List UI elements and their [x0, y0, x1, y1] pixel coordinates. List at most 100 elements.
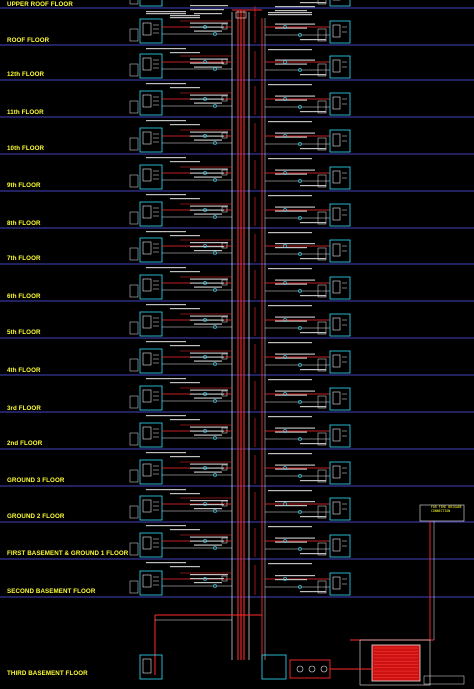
valve-cabinet: [139, 90, 163, 116]
note-text: [275, 10, 307, 12]
valve-icon: [283, 171, 287, 175]
cabinet-door: [142, 463, 152, 477]
note-text: [275, 427, 315, 429]
air-release-valve: [235, 11, 247, 19]
note-text: [275, 6, 315, 8]
note-text: [275, 23, 315, 25]
valve-icon: [298, 289, 302, 293]
note-text: [190, 352, 228, 354]
cabinet-door: [142, 205, 152, 219]
valve-icon: [203, 466, 207, 470]
note-text: [146, 120, 186, 122]
cabinet-door: [332, 59, 341, 73]
note-text: [275, 169, 315, 171]
note-text: [190, 246, 224, 248]
note-text: [170, 87, 200, 89]
note-text: [170, 52, 200, 54]
valve-icon: [298, 179, 302, 183]
note-text: [190, 540, 224, 542]
note-text: [194, 434, 222, 436]
valve-icon: [213, 288, 217, 292]
cabinet-door: [142, 426, 152, 440]
hose-reel: [129, 542, 139, 556]
hose-reel: [317, 395, 327, 409]
note-text: [268, 526, 312, 528]
note-text: [170, 529, 200, 531]
pump-icon: [308, 665, 316, 673]
floor-label: 11th FLOOR: [7, 109, 44, 116]
note-text: [275, 320, 307, 322]
valve-cabinet: [139, 201, 163, 227]
valve-icon: [298, 510, 302, 514]
note-text: [275, 173, 307, 175]
cabinet-door: [142, 57, 152, 71]
note-text: [300, 222, 326, 224]
cabinet-door: [142, 536, 152, 550]
cabinet-door: [332, 243, 341, 257]
valve-icon: [203, 539, 207, 543]
hose-reel: [129, 358, 139, 372]
note-text: [190, 282, 224, 284]
valve-icon: [283, 244, 287, 248]
valve-cabinet: [329, 129, 351, 153]
note-text: [190, 172, 224, 174]
valve-cabinet: [329, 350, 351, 374]
note-text: [146, 267, 186, 269]
note-text: [275, 316, 315, 318]
valve-icon: [203, 244, 207, 248]
note-text: [275, 501, 315, 503]
note-text: [275, 136, 307, 138]
valve-icon: [298, 400, 302, 404]
hose-reel: [129, 432, 139, 446]
flow-switch: [221, 169, 228, 176]
valve-icon: [203, 355, 207, 359]
note-text: [300, 258, 326, 260]
note-text: [194, 139, 222, 141]
note-text: [268, 12, 312, 14]
valve-cabinet: [139, 532, 163, 558]
hose-reel: [129, 284, 139, 298]
flow-switch: [221, 464, 228, 471]
note-text: [275, 59, 315, 61]
valve-icon: [213, 67, 217, 71]
note-text: [170, 15, 200, 17]
water-tank: [371, 644, 421, 682]
flow-switch: [221, 427, 228, 434]
valve-cabinet: [139, 422, 163, 448]
note-text: [190, 430, 224, 432]
note-text: [300, 369, 326, 371]
jockey-pump: [261, 654, 287, 680]
valve-cabinet: [139, 237, 163, 263]
pump-icon: [320, 665, 328, 673]
valve-icon: [298, 363, 302, 367]
valve-icon: [213, 251, 217, 255]
note-text: [190, 131, 228, 133]
valve-icon: [298, 585, 302, 589]
note-text: [300, 148, 326, 150]
note-text: [146, 341, 186, 343]
floor-label: SECOND BASEMENT FLOOR: [7, 588, 96, 595]
valve-icon: [203, 281, 207, 285]
hose-reel: [317, 580, 327, 594]
valve-cabinet: [329, 166, 351, 190]
note-text: [300, 39, 326, 41]
note-text: [170, 17, 200, 19]
note-text: [190, 315, 228, 317]
note-text: [190, 578, 224, 580]
cabinet-door: [332, 207, 341, 221]
note-text: [268, 232, 312, 234]
pump-door: [142, 658, 152, 674]
note-text: [275, 99, 307, 101]
note-text: [194, 397, 222, 399]
valve-icon: [298, 142, 302, 146]
note-text: [268, 49, 312, 51]
note-text: [275, 357, 307, 359]
note-text: [190, 393, 224, 395]
flow-switch: [221, 390, 228, 397]
hose-reel: [317, 0, 327, 5]
valve-cabinet: [139, 385, 163, 411]
note-text: [275, 541, 307, 543]
note-text: [194, 582, 222, 584]
note-text: [190, 426, 228, 428]
note-text: [300, 480, 326, 482]
